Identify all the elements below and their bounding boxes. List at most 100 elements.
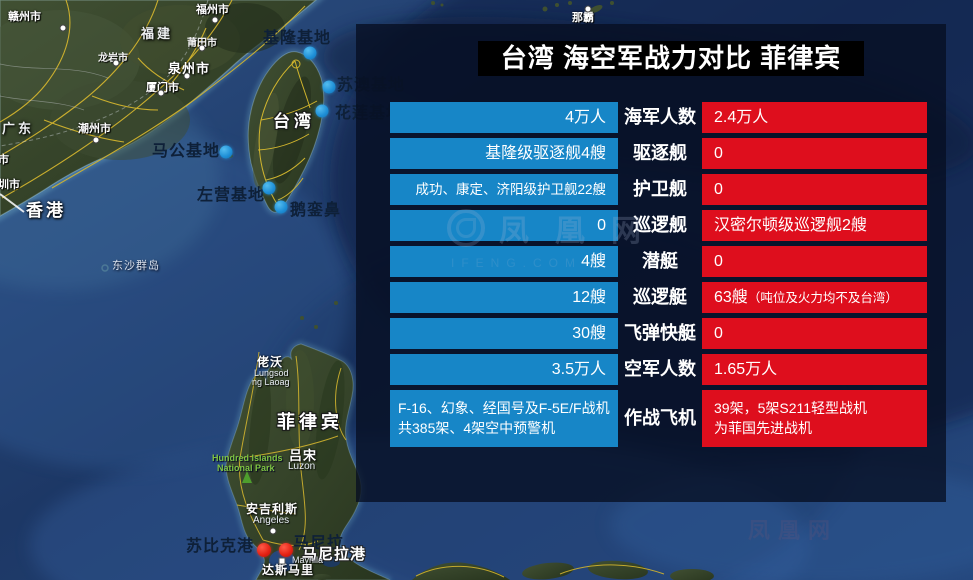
label-ganzhou: 赣州市 xyxy=(8,11,41,23)
taiwan-cell: 0 xyxy=(390,210,618,241)
label-dasmarinas: 达斯马里 xyxy=(262,563,315,577)
dot-quanzhou-city xyxy=(183,72,191,80)
label-laoag-en2: ng Laoag xyxy=(252,377,290,387)
philippines-cell: 0 xyxy=(702,138,927,169)
dot-manila-city xyxy=(278,557,286,565)
taiwan-cell: F-16、幻象、经国号及F-5E/F战机 共385架、4架空中预警机 xyxy=(390,390,618,447)
watermark-tile: 凤凰网 xyxy=(748,518,839,543)
philippines-cell: 2.4万人 xyxy=(702,102,927,133)
label-dongsha: 东沙群岛 xyxy=(112,260,160,272)
category-label: 护卫舰 xyxy=(633,179,687,199)
taiwan-cell: 3.5万人 xyxy=(390,354,618,385)
philippines-cell: 汉密尔顿级巡逻舰2艘 xyxy=(702,210,927,241)
label-chaozhou: 潮州市 xyxy=(78,123,111,135)
dot-naha-city xyxy=(584,5,592,13)
dot-suao-base xyxy=(322,80,336,94)
category-label: 驱逐舰 xyxy=(633,143,687,163)
tree-icon xyxy=(242,471,252,483)
label-naha: 那霸 xyxy=(572,12,594,24)
mainland-china xyxy=(0,0,323,221)
category-label: 巡逻舰 xyxy=(633,215,687,235)
table-row-destroyers: 基隆级驱逐舰4艘 驱逐舰 0 xyxy=(390,138,927,169)
label-guangdong: 广东 xyxy=(2,121,35,136)
philippines-cell: 1.65万人 xyxy=(702,354,927,385)
category-label: 空军人数 xyxy=(624,359,696,379)
label-angeles: 安吉利斯 xyxy=(246,502,299,516)
okinawa-islands xyxy=(300,1,614,329)
taiwan-cell: 基隆级驱逐舰4艘 xyxy=(390,138,618,169)
category-label: 作战飞机 xyxy=(624,408,696,428)
base-magong: 马公基地 xyxy=(152,143,221,160)
label-national-park: National Park xyxy=(217,463,275,473)
label-putian: 莆田市 xyxy=(187,38,217,49)
label-manila-en: Maynila xyxy=(292,555,324,565)
dot-manila-port xyxy=(279,543,293,557)
label-xiamen: 厦门市 xyxy=(146,82,179,94)
philippines-cell: 0 xyxy=(702,318,927,349)
table-row-combat-aircraft: F-16、幻象、经国号及F-5E/F战机 共385架、4架空中预警机 作战飞机 … xyxy=(390,390,927,447)
philippines-cell: 0 xyxy=(702,174,927,205)
taiwan-cell: 4艘 xyxy=(390,246,618,277)
taiwan-cell: 4万人 xyxy=(390,102,618,133)
table-row-patrol-ships: 0 巡逻舰 汉密尔顿级巡逻舰2艘 xyxy=(390,210,927,241)
dot-ganzhou-city xyxy=(59,24,67,32)
dot-jilong-base xyxy=(303,46,317,60)
category-label: 海军人数 xyxy=(624,107,696,127)
label-luzon-en: Luzon xyxy=(288,461,316,472)
label-fujian: 福建 xyxy=(141,26,174,41)
road-network-taiwan xyxy=(257,59,318,205)
dot-longyan-city xyxy=(112,59,120,67)
road-network-luzon xyxy=(236,351,665,578)
label-longyan: 龙岩市 xyxy=(98,53,128,64)
table-row-submarines: 4艘 潜艇 0 xyxy=(390,246,927,277)
base-zuoying: 左营基地 xyxy=(197,187,266,204)
table-row-missile-boats: 30艘 飞弹快艇 0 xyxy=(390,318,927,349)
road-network-mainland xyxy=(0,0,306,199)
comparison-title: 台湾 海空军战力对比 菲律宾 xyxy=(478,41,864,76)
dot-fuzhou-city xyxy=(211,16,219,24)
dot-angeles-city xyxy=(269,527,277,535)
label-quanzhou: 泉州市 xyxy=(168,61,211,76)
dot-hualian-base xyxy=(315,104,329,118)
philippines-cell: 63艘（吨位及火力均不及台湾） xyxy=(702,282,927,313)
table-row-frigates: 成功、康定、济阳级护卫舰22艘 护卫舰 0 xyxy=(390,174,927,205)
label-manila-port: 马尼拉港 xyxy=(302,546,367,563)
label-taiwan: 台湾 xyxy=(273,112,315,131)
category-label: 巡逻艇 xyxy=(633,287,687,307)
philippines-cell: 39架，5架S211轻型战机 为菲国先进战机 xyxy=(702,390,927,447)
taiwan-cell: 30艘 xyxy=(390,318,618,349)
taiwan-cell-line1: F-16、幻象、经国号及F-5E/F战机 xyxy=(398,400,610,416)
hongkong-leader-line xyxy=(0,193,25,213)
base-jilong: 基隆基地 xyxy=(263,30,332,47)
base-subic: 苏比克港 xyxy=(186,538,255,555)
philippines-cell: 0 xyxy=(702,246,927,277)
taiwan-cell-line2: 共385架、4架空中预警机 xyxy=(398,420,556,436)
label-laoag: 佬沃 xyxy=(257,355,284,369)
label-angeles-en: Angeles xyxy=(253,515,290,526)
base-manila: 马尼拉 xyxy=(293,535,345,552)
label-laoag-en1: Lungsod xyxy=(254,368,289,378)
table-row-navy-personnel: 4万人 海军人数 2.4万人 xyxy=(390,102,927,133)
label-luzon: 吕宋 xyxy=(289,448,318,463)
label-shenzhen: 深圳市 xyxy=(0,179,20,191)
dot-chaozhou-city xyxy=(92,136,100,144)
taiwan-cell: 12艘 xyxy=(390,282,618,313)
dot-eluanbi-base xyxy=(274,200,288,214)
philippines-cell-line2: 为菲国先进战机 xyxy=(714,420,812,436)
dot-xiamen-city xyxy=(157,89,165,97)
category-label: 潜艇 xyxy=(642,251,678,271)
philippines-cell-line1: 39架，5架S211轻型战机 xyxy=(714,400,868,416)
label-philippines: 菲律宾 xyxy=(277,412,343,432)
dot-magong-base xyxy=(219,145,233,159)
philippines-cell-note: （吨位及火力均不及台湾） xyxy=(747,291,898,305)
label-fuzhou: 福州市 xyxy=(196,4,229,16)
category-label: 飞弹快艇 xyxy=(624,323,696,343)
table-row-patrol-boats: 12艘 巡逻艇 63艘（吨位及火力均不及台湾） xyxy=(390,282,927,313)
comparison-table: 4万人 海军人数 2.4万人 基隆级驱逐舰4艘 驱逐舰 0 成功、康定、济阳级护… xyxy=(390,102,927,452)
table-row-airforce-personnel: 3.5万人 空军人数 1.65万人 xyxy=(390,354,927,385)
label-hongkong: 香港 xyxy=(26,201,66,220)
label-shantou: 汕头市 xyxy=(0,154,9,166)
dot-subic-port xyxy=(257,543,271,557)
